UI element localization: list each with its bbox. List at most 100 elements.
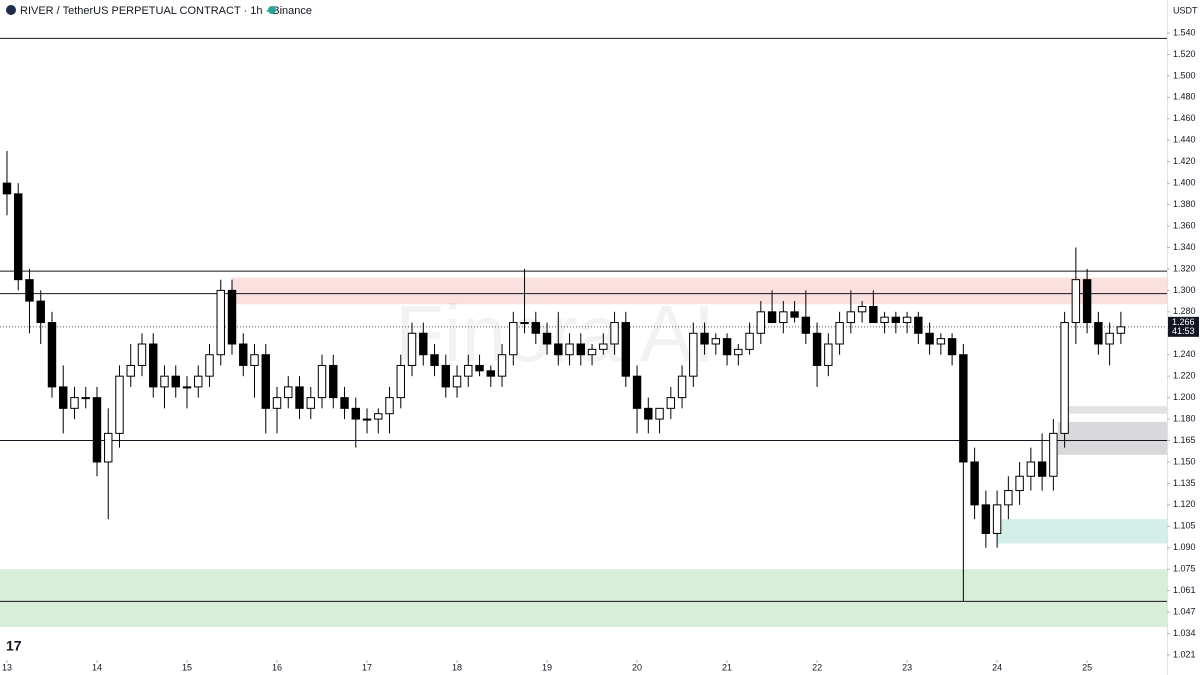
candle-body xyxy=(1004,490,1013,506)
y-tick-label: 1.120 xyxy=(1173,499,1196,509)
candle-body xyxy=(216,289,225,356)
y-tick-label: 1.480 xyxy=(1173,92,1196,102)
x-tick-label: 14 xyxy=(92,662,102,672)
candle-body xyxy=(14,193,23,281)
y-tick-label: 1.420 xyxy=(1173,156,1196,166)
candle-body xyxy=(947,338,957,356)
candle-body xyxy=(1060,322,1069,434)
candle-body xyxy=(655,407,664,420)
candle-body xyxy=(340,397,349,409)
y-tick-label: 1.460 xyxy=(1173,113,1196,123)
candle-body xyxy=(272,397,282,409)
candle-body xyxy=(149,343,158,388)
candle-body xyxy=(824,343,833,366)
x-tick-label: 13 xyxy=(2,662,12,672)
candle-body xyxy=(1026,461,1036,477)
y-tick-label: 1.150 xyxy=(1173,456,1196,466)
candle-body xyxy=(565,343,574,356)
candle-body xyxy=(1105,332,1114,345)
candle-body xyxy=(2,182,12,195)
candle-body xyxy=(677,375,687,399)
candle-body xyxy=(812,332,822,366)
levels xyxy=(0,37,1167,602)
candle-body xyxy=(1071,279,1081,324)
candle-body xyxy=(306,397,315,409)
candle-body xyxy=(396,364,405,399)
candle-body xyxy=(497,354,507,377)
candle-body xyxy=(407,332,417,366)
candle-body xyxy=(610,322,619,345)
candle-body xyxy=(36,300,45,324)
y-tick-label: 1.061 xyxy=(1173,585,1196,595)
candle-body xyxy=(711,338,721,345)
x-tick-label: 15 xyxy=(182,662,192,672)
candle-body xyxy=(779,311,788,324)
y-tick-label: 1.180 xyxy=(1173,413,1196,423)
candle-body xyxy=(689,332,698,377)
candle-body xyxy=(452,375,462,388)
candle-body xyxy=(239,343,248,366)
candle-body xyxy=(351,407,360,420)
candle-body xyxy=(362,418,372,421)
candle-body xyxy=(59,386,68,409)
x-tick-label: 17 xyxy=(362,662,372,672)
candle-body xyxy=(171,375,180,388)
y-tick-label: 1.200 xyxy=(1173,392,1196,402)
candle-body xyxy=(981,504,991,534)
candle-body xyxy=(104,432,113,463)
candle-body xyxy=(902,316,912,324)
y-tick-label: 1.500 xyxy=(1173,70,1196,80)
x-tick-label: 20 xyxy=(632,662,642,672)
candle-body xyxy=(475,364,484,372)
chart-title: RIVER / TetherUS PERPETUAL CONTRACT · 1h… xyxy=(20,5,312,17)
x-tick-label: 25 xyxy=(1082,662,1092,672)
candle-body xyxy=(576,343,586,356)
candle-body xyxy=(1015,475,1024,492)
x-tick-label: 24 xyxy=(992,662,1002,672)
candle-body xyxy=(250,354,259,366)
candle-body xyxy=(126,364,135,377)
candle-body xyxy=(790,311,799,318)
candle-body xyxy=(1094,322,1103,345)
zone xyxy=(1060,406,1167,414)
x-tick-label: 16 xyxy=(272,662,282,672)
candles xyxy=(2,150,1126,602)
zones xyxy=(0,277,1167,627)
candle-body xyxy=(1049,432,1058,477)
candle-body xyxy=(419,332,428,356)
candle-body xyxy=(700,332,709,345)
y-tick-label: 1.220 xyxy=(1173,371,1196,381)
y-tick-label: 1.034 xyxy=(1173,628,1196,638)
candle-body xyxy=(205,354,214,377)
candle-body xyxy=(464,364,473,377)
candle-body xyxy=(47,322,57,388)
candle-body xyxy=(992,504,1002,534)
y-tick-label: 1.021 xyxy=(1173,649,1196,659)
candle-body xyxy=(92,397,102,463)
y-tick-label: 1.280 xyxy=(1173,306,1196,316)
candle-body xyxy=(509,322,518,356)
y-tick-label: 1.300 xyxy=(1173,285,1196,295)
candle-body xyxy=(880,316,889,324)
y-tick-label: 1.090 xyxy=(1173,542,1196,552)
candle-body xyxy=(137,343,147,366)
candle-body xyxy=(914,316,923,334)
symbol-icon xyxy=(6,5,16,15)
candle-body xyxy=(441,364,450,388)
status-dot xyxy=(268,6,276,14)
candle-body xyxy=(801,316,811,334)
candle-body xyxy=(329,364,338,399)
y-tick-label: 1.320 xyxy=(1173,263,1196,273)
candle-body xyxy=(385,397,394,415)
y-tick-label: 1.135 xyxy=(1173,478,1196,488)
candle-body xyxy=(925,332,934,345)
y-tick-label: 1.047 xyxy=(1173,606,1196,616)
candle-body xyxy=(486,370,496,377)
zone xyxy=(997,519,1167,544)
y-tick-label: 1.540 xyxy=(1173,27,1196,37)
candle-body xyxy=(846,311,856,324)
candle-body xyxy=(767,311,777,324)
candle-body xyxy=(317,364,327,399)
candle-body xyxy=(295,386,304,409)
candle-body xyxy=(284,386,293,399)
